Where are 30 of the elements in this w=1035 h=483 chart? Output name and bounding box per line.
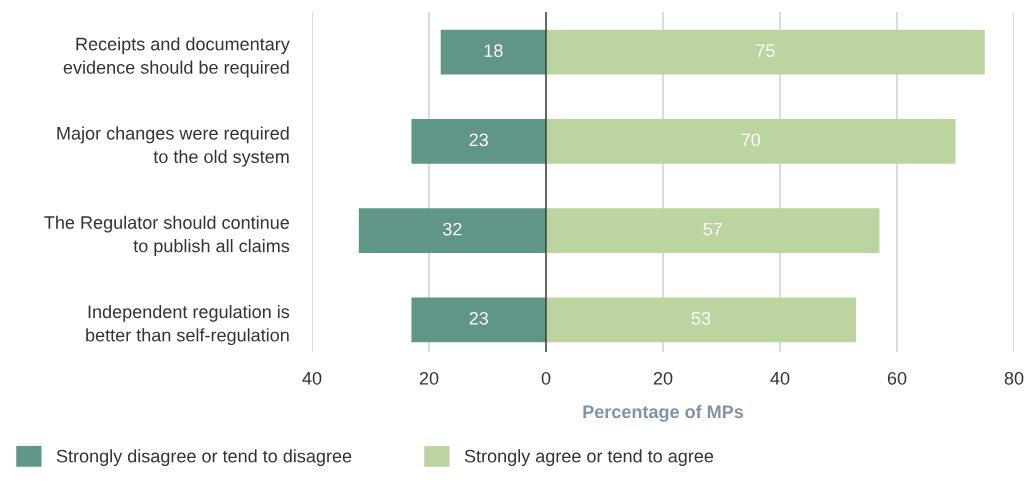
data-label: 75 bbox=[756, 44, 775, 57]
x-tick-label: 60 bbox=[887, 371, 907, 385]
x-axis-title: Percentage of MPs bbox=[583, 404, 744, 422]
y-tick-label: Independent regulation is better than self-regulation bbox=[86, 304, 290, 346]
y-tick-label: The Regulator should continue to publish all claims bbox=[44, 215, 290, 256]
bar bbox=[411, 297, 546, 343]
bar bbox=[546, 29, 985, 75]
x-tick-label: 20 bbox=[419, 371, 439, 385]
x-tick-label: 40 bbox=[770, 371, 790, 385]
x-tick-label: 80 bbox=[1004, 371, 1024, 385]
data-label: 23 bbox=[469, 311, 488, 325]
data-label: 18 bbox=[484, 44, 503, 57]
x-tick-label: 0 bbox=[541, 371, 551, 385]
bar bbox=[440, 29, 546, 75]
bar bbox=[358, 208, 546, 253]
data-label: 70 bbox=[741, 133, 761, 147]
legend-label: Strongly disagree or tend to disagree bbox=[56, 449, 352, 467]
bar bbox=[411, 119, 546, 164]
data-label: 53 bbox=[691, 311, 711, 325]
y-tick-label: Receipts and documentary evidence should be required bbox=[63, 37, 290, 78]
y-tick-label: Major changes were required to the old system bbox=[57, 126, 289, 167]
bar bbox=[546, 119, 956, 164]
bar bbox=[546, 208, 880, 253]
bar bbox=[546, 297, 857, 343]
data-label: 57 bbox=[703, 222, 722, 236]
data-label: 23 bbox=[469, 133, 488, 147]
data-label: 32 bbox=[443, 222, 462, 236]
x-tick-label: 40 bbox=[302, 371, 322, 385]
x-tick-label: 20 bbox=[653, 371, 673, 385]
legend-label: Strongly agree or tend to agree bbox=[464, 449, 714, 467]
